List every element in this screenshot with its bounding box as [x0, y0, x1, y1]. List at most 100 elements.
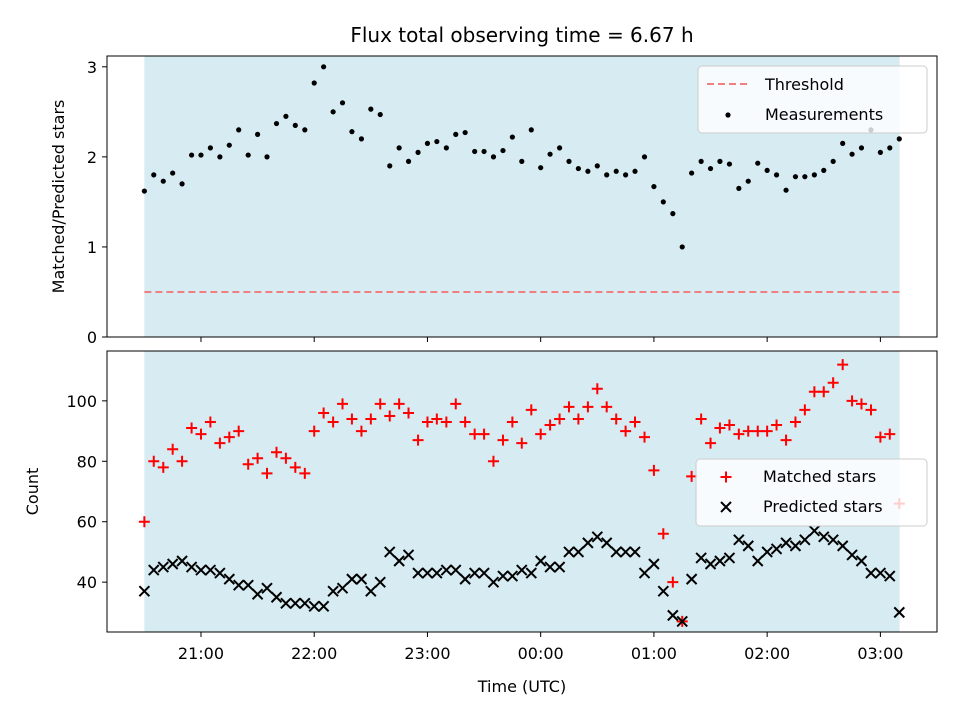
predicted-star-point	[468, 567, 481, 579]
measurement-point	[207, 145, 213, 151]
top-x-ticks	[200, 337, 881, 342]
measurement-point	[405, 158, 412, 164]
predicted-star-point	[317, 600, 330, 613]
predicted-star-point	[582, 537, 594, 549]
predicted-star-point	[384, 546, 396, 558]
predicted-star-point	[365, 585, 377, 597]
predicted-star-point	[223, 573, 235, 585]
predicted-star-point	[723, 552, 736, 564]
bottom-y-axis-label: Count	[23, 468, 42, 516]
predicted-star-point	[327, 585, 339, 597]
measurement-point	[689, 170, 695, 176]
predicted-star-point	[629, 546, 641, 558]
measurement-point	[849, 151, 855, 157]
predicted-star-point	[657, 585, 670, 597]
matched-star-point	[289, 461, 301, 473]
measurement-point	[509, 134, 515, 140]
predicted-star-point	[157, 561, 169, 573]
x-axis-label: Time (UTC)	[477, 677, 566, 696]
matched-star-point	[554, 413, 566, 425]
matched-star-point	[261, 467, 273, 479]
predicted-star-point	[818, 531, 830, 543]
predicted-star-point	[185, 561, 198, 573]
legend-matched-label: Matched stars	[763, 467, 876, 486]
predicted-star-point	[487, 576, 500, 588]
matched-star-point	[563, 401, 575, 413]
matched-star-point	[176, 455, 188, 467]
predicted-star-point	[270, 591, 283, 603]
matched-star-point	[374, 398, 386, 410]
measurement-point	[245, 152, 251, 158]
measurement-point	[170, 170, 176, 176]
predicted-star-point	[884, 570, 896, 582]
measurement-point	[717, 158, 723, 164]
measurement-point	[575, 165, 581, 172]
measurement-point	[641, 154, 648, 160]
measurement-point	[802, 174, 808, 180]
predicted-star-point	[572, 546, 585, 558]
predicted-star-point	[808, 525, 821, 537]
matched-star-point	[280, 452, 292, 464]
matched-stars-points	[138, 359, 905, 627]
top-y-ticks: 0 1 2 3	[87, 58, 107, 347]
top-axes-frame	[106, 55, 938, 338]
bottom-legend: Matched stars Predicted stars	[695, 458, 928, 527]
measurement-point	[764, 167, 770, 173]
measurement-point	[585, 168, 591, 174]
matched-star-point	[440, 416, 452, 428]
measurement-point	[594, 163, 600, 169]
matched-star-point	[733, 428, 745, 440]
matched-star-point	[874, 431, 886, 443]
predicted-star-point	[865, 567, 877, 579]
predicted-star-point	[770, 543, 783, 555]
matched-star-point	[337, 398, 349, 410]
predicted-star-point	[714, 555, 726, 567]
y-tick-label: 40	[77, 573, 97, 592]
measurement-point	[528, 127, 534, 133]
measurement-point	[321, 64, 327, 70]
predicted-star-point	[497, 570, 509, 582]
matched-star-point	[846, 395, 858, 407]
x-tick-label: 03:00	[857, 644, 903, 663]
predicted-star-point	[525, 567, 537, 579]
matched-star-point	[761, 425, 773, 437]
measurement-point	[226, 142, 232, 148]
y-tick-label: 2	[87, 148, 97, 167]
predicted-star-point	[506, 570, 519, 582]
measurement-point	[519, 158, 525, 164]
measurement-point	[443, 145, 449, 151]
predicted-star-point	[232, 579, 245, 591]
measurement-point	[160, 178, 166, 184]
matched-star-point	[582, 401, 594, 413]
measurement-point	[490, 154, 497, 160]
matched-star-point	[535, 428, 547, 440]
matched-star-point	[771, 419, 783, 431]
y-tick-label: 80	[77, 452, 97, 471]
measurement-point	[377, 111, 383, 118]
measurement-point	[566, 158, 572, 164]
predicted-star-point	[685, 573, 698, 585]
predicted-star-point	[695, 552, 707, 564]
matched-star-point	[204, 416, 216, 428]
matched-star-point	[327, 416, 339, 428]
matched-star-point	[648, 464, 660, 476]
measurements-points	[141, 64, 902, 250]
matched-star-point	[252, 452, 264, 464]
matched-star-point	[478, 428, 490, 440]
measurement-point	[887, 145, 893, 151]
measurement-point	[679, 244, 685, 250]
predicted-star-point	[553, 561, 566, 573]
matched-star-point	[884, 428, 896, 440]
predicted-star-point	[299, 597, 311, 610]
legend-predicted-label: Predicted stars	[763, 497, 883, 516]
matched-star-point	[827, 377, 839, 389]
predicted-star-point	[836, 540, 849, 552]
measurement-point	[660, 199, 666, 205]
predicted-stars-points	[138, 525, 906, 628]
measurement-point	[462, 129, 468, 136]
predicted-star-point	[752, 555, 764, 567]
matched-star-point	[855, 398, 867, 410]
x-tick-label: 00:00	[518, 644, 564, 663]
predicted-star-point	[733, 534, 745, 546]
